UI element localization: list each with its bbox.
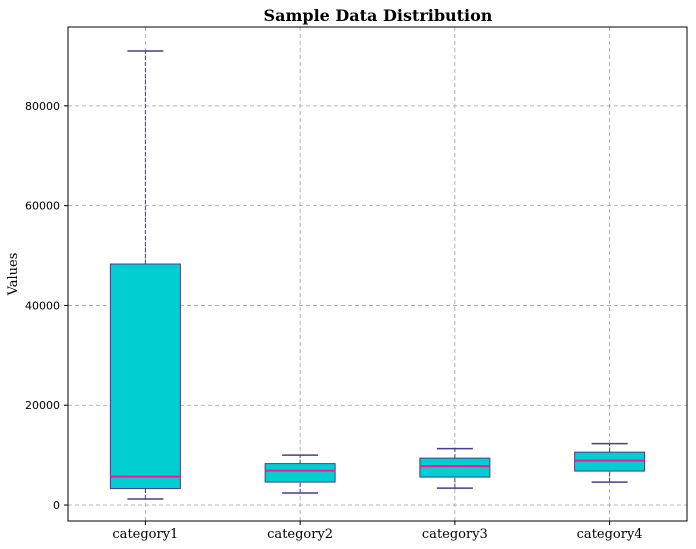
- x-tick-label: category3: [422, 527, 488, 542]
- box-category3: [419, 447, 491, 489]
- y-tick-label: 60000: [25, 200, 60, 213]
- x-tick-label: category2: [267, 527, 333, 542]
- box-iqr: [419, 457, 491, 478]
- x-tick-label: category1: [112, 527, 178, 542]
- x-tick-label: category4: [577, 527, 643, 542]
- box-category1: [109, 50, 181, 500]
- box-series: [109, 50, 646, 500]
- box-category2: [264, 454, 336, 494]
- x-axis-ticks: category1 category2 category3 category4: [112, 521, 643, 542]
- chart-title: Sample Data Distribution: [264, 6, 493, 25]
- y-axis-ticks: 0 20000 40000 60000 80000: [25, 100, 68, 512]
- plot-frame: [67, 26, 688, 522]
- y-tick-label: 80000: [25, 100, 60, 113]
- box-iqr: [264, 463, 336, 483]
- y-axis-label: Values: [6, 253, 21, 297]
- y-tick-label: 20000: [25, 399, 60, 412]
- y-tick-label: 40000: [25, 299, 60, 312]
- box-category4: [574, 442, 646, 483]
- y-tick-label: 0: [53, 499, 60, 512]
- box-iqr: [109, 263, 181, 490]
